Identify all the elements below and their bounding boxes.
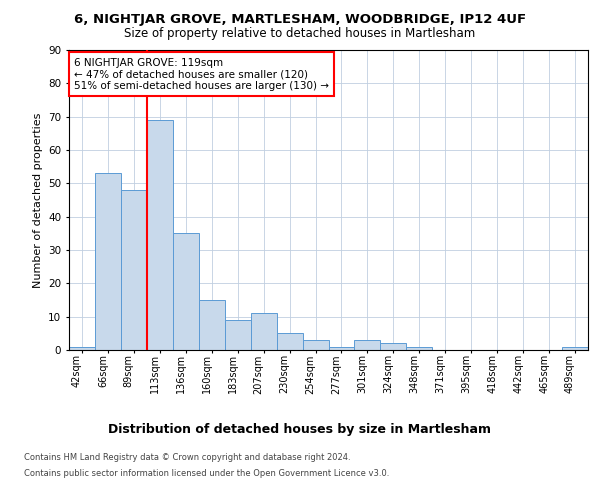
Bar — [277, 334, 302, 350]
Bar — [225, 320, 251, 350]
Bar — [147, 120, 173, 350]
Bar — [251, 314, 277, 350]
Text: Contains HM Land Registry data © Crown copyright and database right 2024.: Contains HM Land Registry data © Crown c… — [24, 454, 350, 462]
Bar — [302, 340, 329, 350]
Text: Distribution of detached houses by size in Martlesham: Distribution of detached houses by size … — [109, 422, 491, 436]
Y-axis label: Number of detached properties: Number of detached properties — [32, 112, 43, 288]
Bar — [121, 190, 147, 350]
Bar — [562, 346, 588, 350]
Text: 6, NIGHTJAR GROVE, MARTLESHAM, WOODBRIDGE, IP12 4UF: 6, NIGHTJAR GROVE, MARTLESHAM, WOODBRIDG… — [74, 12, 526, 26]
Bar — [95, 174, 121, 350]
Bar — [173, 234, 199, 350]
Bar — [69, 346, 95, 350]
Bar — [380, 344, 406, 350]
Bar — [355, 340, 380, 350]
Bar — [199, 300, 224, 350]
Bar — [406, 346, 432, 350]
Bar — [329, 346, 355, 350]
Text: Size of property relative to detached houses in Martlesham: Size of property relative to detached ho… — [124, 28, 476, 40]
Text: 6 NIGHTJAR GROVE: 119sqm
← 47% of detached houses are smaller (120)
51% of semi-: 6 NIGHTJAR GROVE: 119sqm ← 47% of detach… — [74, 58, 329, 90]
Text: Contains public sector information licensed under the Open Government Licence v3: Contains public sector information licen… — [24, 468, 389, 477]
